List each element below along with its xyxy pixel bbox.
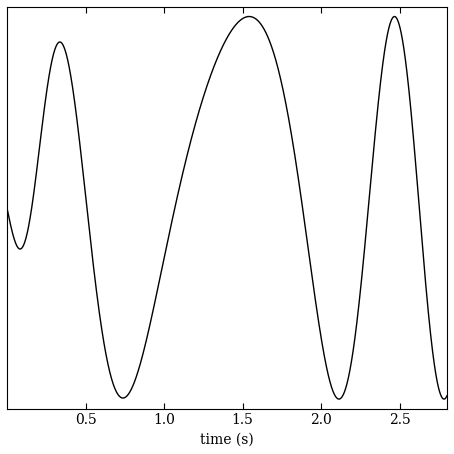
- X-axis label: time (s): time (s): [200, 433, 254, 447]
